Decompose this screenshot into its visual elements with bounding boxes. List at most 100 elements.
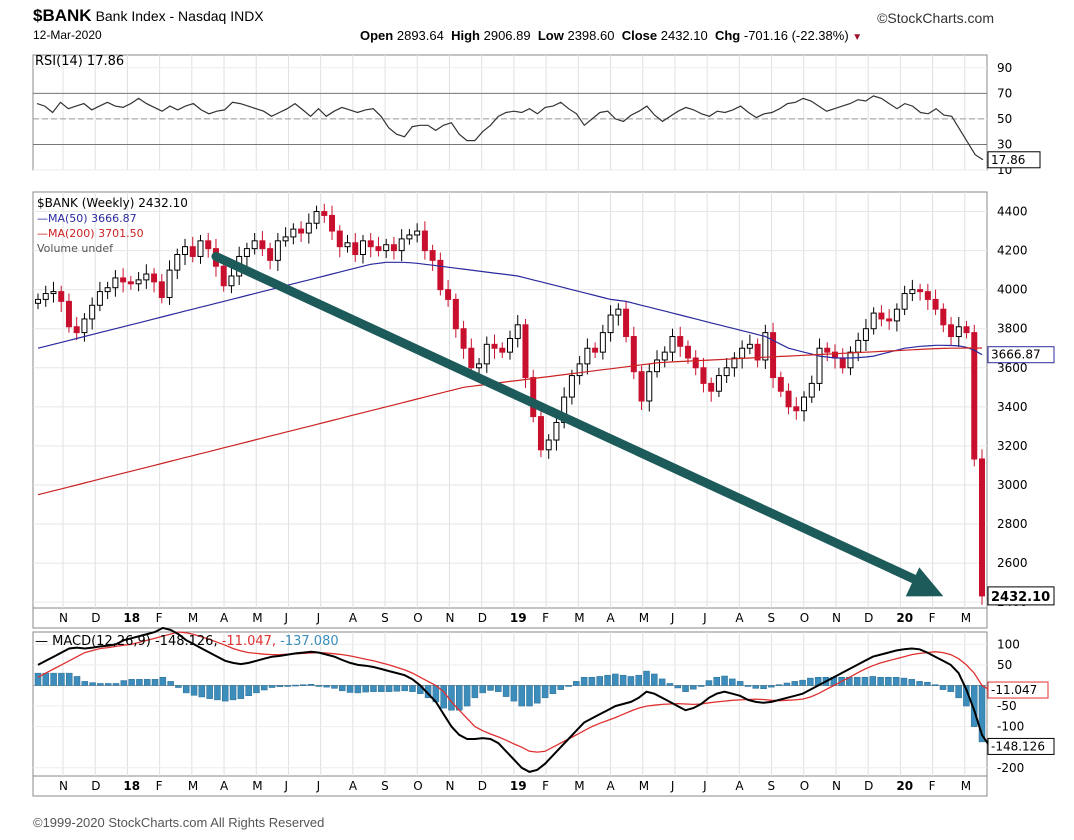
- candle-body: [383, 244, 390, 252]
- macd-histogram-bar: [198, 685, 206, 698]
- macd-histogram-bar: [783, 682, 791, 686]
- price-x-label: F: [156, 611, 163, 625]
- macd-tick-label: -200: [997, 761, 1024, 775]
- macd-x-label: 20: [896, 779, 913, 793]
- candle-body: [228, 275, 235, 287]
- macd-histogram-bar: [869, 676, 877, 686]
- macd-histogram-bar: [463, 685, 471, 707]
- macd-legend-main: — MACD(12,26,9) -148.126,: [35, 634, 222, 649]
- price-x-label: 18: [123, 611, 140, 625]
- candle-body: [654, 359, 661, 373]
- candle-body: [507, 337, 513, 353]
- candle-body: [174, 253, 181, 271]
- macd-histogram-bar: [900, 677, 908, 686]
- price-x-label: D: [864, 611, 873, 625]
- price-tick-label: 3000: [997, 478, 1028, 492]
- ma-line-200: [37, 347, 982, 496]
- macd-histogram-bar: [401, 685, 408, 692]
- high-label: High: [451, 28, 480, 43]
- price-tick-label: 4400: [997, 205, 1028, 219]
- candle-body: [120, 277, 127, 283]
- candle-body: [290, 228, 297, 238]
- candle-body: [65, 300, 72, 328]
- ma-line-50: [37, 261, 983, 359]
- price-x-label: F: [929, 611, 936, 625]
- candle-body: [793, 406, 800, 412]
- candle-body: [746, 343, 753, 349]
- macd-histogram-bar: [73, 676, 81, 686]
- price-x-label: A: [220, 611, 229, 625]
- panel-frame-rsi: [32, 54, 988, 171]
- macd-x-label: O: [800, 779, 809, 793]
- macd-x-label: J: [702, 779, 707, 793]
- candle-body: [545, 439, 552, 451]
- candle-body: [359, 240, 366, 255]
- macd-x-label: M: [188, 779, 198, 793]
- candle-body: [166, 269, 173, 298]
- macd-histogram-bar: [89, 682, 96, 686]
- candle-body: [421, 230, 428, 252]
- candle-body: [522, 324, 529, 379]
- macd-histogram-bar: [892, 677, 900, 686]
- candle-body: [35, 298, 41, 304]
- macd-histogram-bar: [729, 678, 736, 686]
- candle-body: [777, 377, 784, 392]
- candle-body: [259, 240, 266, 250]
- price-x-label: A: [735, 611, 744, 625]
- macd-histogram-bar: [885, 677, 892, 686]
- macd-histogram-bar: [440, 685, 447, 709]
- macd-histogram-bar: [284, 685, 291, 687]
- macd-x-label: N: [59, 779, 68, 793]
- candle-body: [251, 240, 258, 250]
- candle-body: [491, 343, 498, 349]
- candle-body: [267, 248, 274, 261]
- macd-histogram-bar: [331, 685, 338, 689]
- low-value: 2398.60: [567, 28, 615, 43]
- rsi-tick-label: 30: [997, 137, 1012, 151]
- macd-histogram-bar: [65, 672, 73, 686]
- macd-histogram-bar: [206, 685, 213, 699]
- macd-histogram-bar: [526, 685, 533, 707]
- macd-x-label: D: [91, 779, 100, 793]
- candle-body: [909, 289, 916, 295]
- candle-body: [220, 265, 227, 287]
- candle-body: [847, 351, 854, 369]
- candle-body: [708, 382, 715, 392]
- macd-histogram-bar: [112, 683, 120, 686]
- macd-histogram-bar: [877, 677, 884, 686]
- price-x-label: O: [800, 611, 809, 625]
- macd-histogram-bar: [518, 685, 525, 707]
- candle-body: [452, 298, 459, 330]
- candle-body: [205, 240, 212, 250]
- macd-histogram-bar: [292, 684, 299, 687]
- macd-signal-last-label: -11.047: [991, 683, 1037, 697]
- price-x-label: O: [413, 611, 422, 625]
- price-x-label: J: [702, 611, 707, 625]
- macd-histogram-bar: [604, 674, 611, 686]
- macd-x-label: A: [735, 779, 744, 793]
- candle-body: [839, 357, 846, 369]
- candle-body: [89, 304, 96, 320]
- macd-x-label: J: [283, 779, 288, 793]
- candle-body: [862, 328, 869, 341]
- macd-legend-hist: -137.080: [280, 634, 338, 649]
- candle-body: [886, 318, 893, 322]
- macd-histogram-bar: [268, 685, 276, 688]
- candle-body: [406, 234, 413, 240]
- candle-body: [143, 273, 150, 281]
- candle-body: [96, 291, 103, 306]
- macd-histogram-bar: [136, 679, 143, 686]
- brand-label[interactable]: ©StockCharts.com: [877, 10, 994, 26]
- macd-histogram-bar: [534, 685, 541, 704]
- close-label: Close: [621, 28, 658, 43]
- price-x-label: J: [670, 611, 675, 625]
- macd-x-label: 18: [123, 779, 140, 793]
- candle-body: [568, 375, 575, 398]
- macd-x-label: F: [929, 779, 936, 793]
- macd-histogram-bar: [651, 673, 658, 686]
- candle-body: [801, 396, 808, 412]
- candle-body: [754, 343, 761, 361]
- rsi-legend: RSI(14) 17.86: [35, 54, 124, 69]
- macd-histogram-bar: [34, 672, 42, 686]
